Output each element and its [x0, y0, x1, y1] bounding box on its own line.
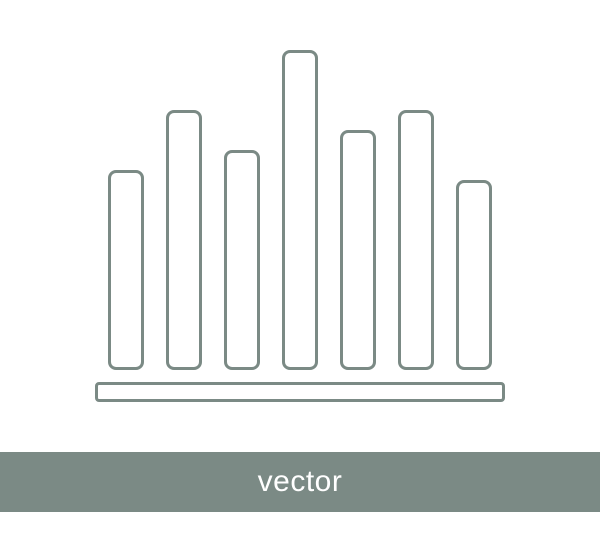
bar-1	[108, 170, 144, 370]
icon-canvas: vector	[0, 0, 600, 538]
bars-row	[108, 50, 492, 370]
bar-7	[456, 180, 492, 370]
bar-4	[282, 50, 318, 370]
footer-label: vector	[258, 465, 343, 499]
bar-5	[340, 130, 376, 370]
bar-2	[166, 110, 202, 370]
bar-3	[224, 150, 260, 370]
bar-6	[398, 110, 434, 370]
baseline-bar	[95, 382, 505, 402]
footer-band: vector	[0, 452, 600, 512]
bar-chart-icon	[95, 50, 505, 402]
